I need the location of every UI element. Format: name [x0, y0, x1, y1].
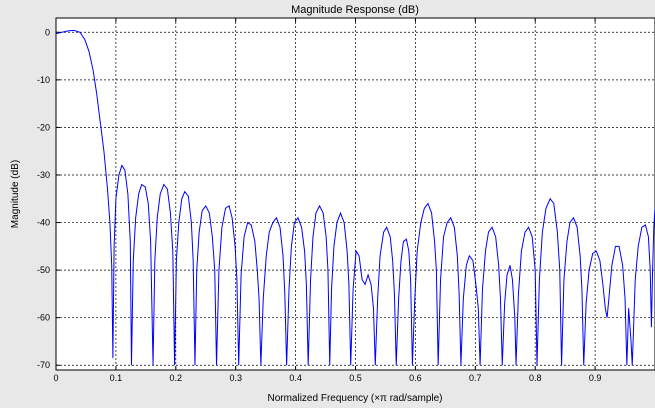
magnitude-curve	[55, 29, 655, 366]
x-tick-label: 0.5	[349, 373, 362, 383]
y-axis-ticks: 0 -10 -20 -30 -40 -50 -60 -70	[37, 27, 60, 370]
x-tick-label: 0.8	[529, 373, 542, 383]
y-tick-label: -70	[37, 360, 50, 370]
x-tick-label: 0.2	[170, 373, 183, 383]
chart-title: Magnitude Response (dB)	[291, 4, 419, 16]
x-axis-ticks: 0 0.1 0.2 0.3 0.4 0.5 0.6 0.7 0.8 0.9	[53, 18, 601, 383]
y-tick-label: -10	[37, 75, 50, 85]
y-tick-label: -20	[37, 122, 50, 132]
x-tick-label: 0	[53, 373, 58, 383]
x-tick-label: 0.6	[409, 373, 422, 383]
y-tick-label: -40	[37, 218, 50, 228]
x-axis-label: Normalized Frequency (×π rad/sample)	[267, 393, 442, 404]
x-tick-label: 0.9	[589, 373, 602, 383]
x-tick-label: 0.7	[469, 373, 482, 383]
x-tick-label: 0.1	[110, 373, 123, 383]
y-tick-label: -50	[37, 265, 50, 275]
y-axis-label: Magnitude (dB)	[10, 160, 21, 228]
y-tick-label: -30	[37, 170, 50, 180]
y-tick-label: 0	[45, 27, 50, 37]
x-tick-label: 0.4	[289, 373, 302, 383]
x-tick-label: 0.3	[229, 373, 242, 383]
y-tick-label: -60	[37, 313, 50, 323]
